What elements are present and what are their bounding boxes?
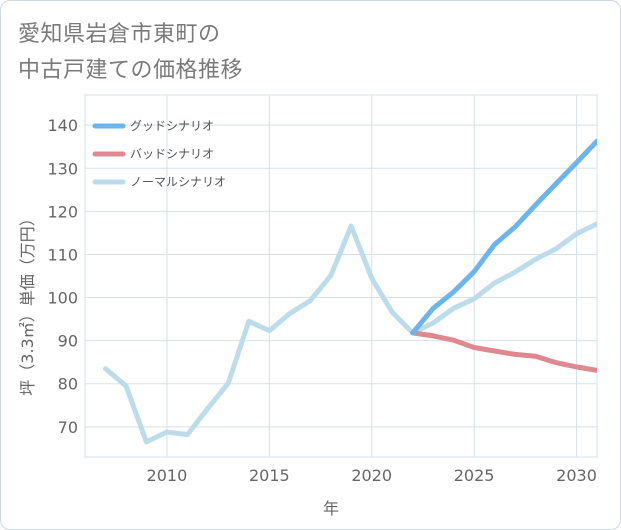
series-line-good xyxy=(410,138,597,336)
x-axis-label: 年 xyxy=(323,499,339,518)
legend-label: ノーマルシナリオ xyxy=(130,175,226,189)
x-tick-label: 2010 xyxy=(147,466,188,485)
series-line-bad xyxy=(410,330,597,373)
x-tick-label: 2020 xyxy=(351,466,392,485)
legend-label: バッドシナリオ xyxy=(130,147,214,161)
series-lines xyxy=(103,138,597,445)
y-tick-label: 100 xyxy=(47,289,78,308)
x-tick-label: 2030 xyxy=(556,466,597,485)
chart-title-line-2: 中古戸建ての価格推移 xyxy=(18,58,244,83)
x-tick-label: 2025 xyxy=(454,466,495,485)
legend-label: グッドシナリオ xyxy=(130,119,214,133)
plot-area xyxy=(84,94,598,458)
y-tick-label: 120 xyxy=(47,202,78,221)
y-tick-label: 70 xyxy=(58,418,78,437)
y-tick-label: 130 xyxy=(47,159,78,178)
y-tick-label: 80 xyxy=(58,375,78,394)
axis-ticks: 2010 2015 2020 2025 2030 70 80 90 100 110 120 130 14… xyxy=(47,116,596,485)
y-tick-label: 90 xyxy=(58,332,78,351)
y-tick-label: 110 xyxy=(47,245,78,264)
y-axis-label: 坪（3.3㎡）単価（万円） xyxy=(18,210,37,395)
series-line-normal xyxy=(103,221,597,445)
chart-title-line-1: 愛知県岩倉市東町の xyxy=(18,22,221,47)
grid xyxy=(84,94,598,458)
x-tick-label: 2015 xyxy=(249,466,290,485)
y-tick-label: 140 xyxy=(47,116,78,135)
